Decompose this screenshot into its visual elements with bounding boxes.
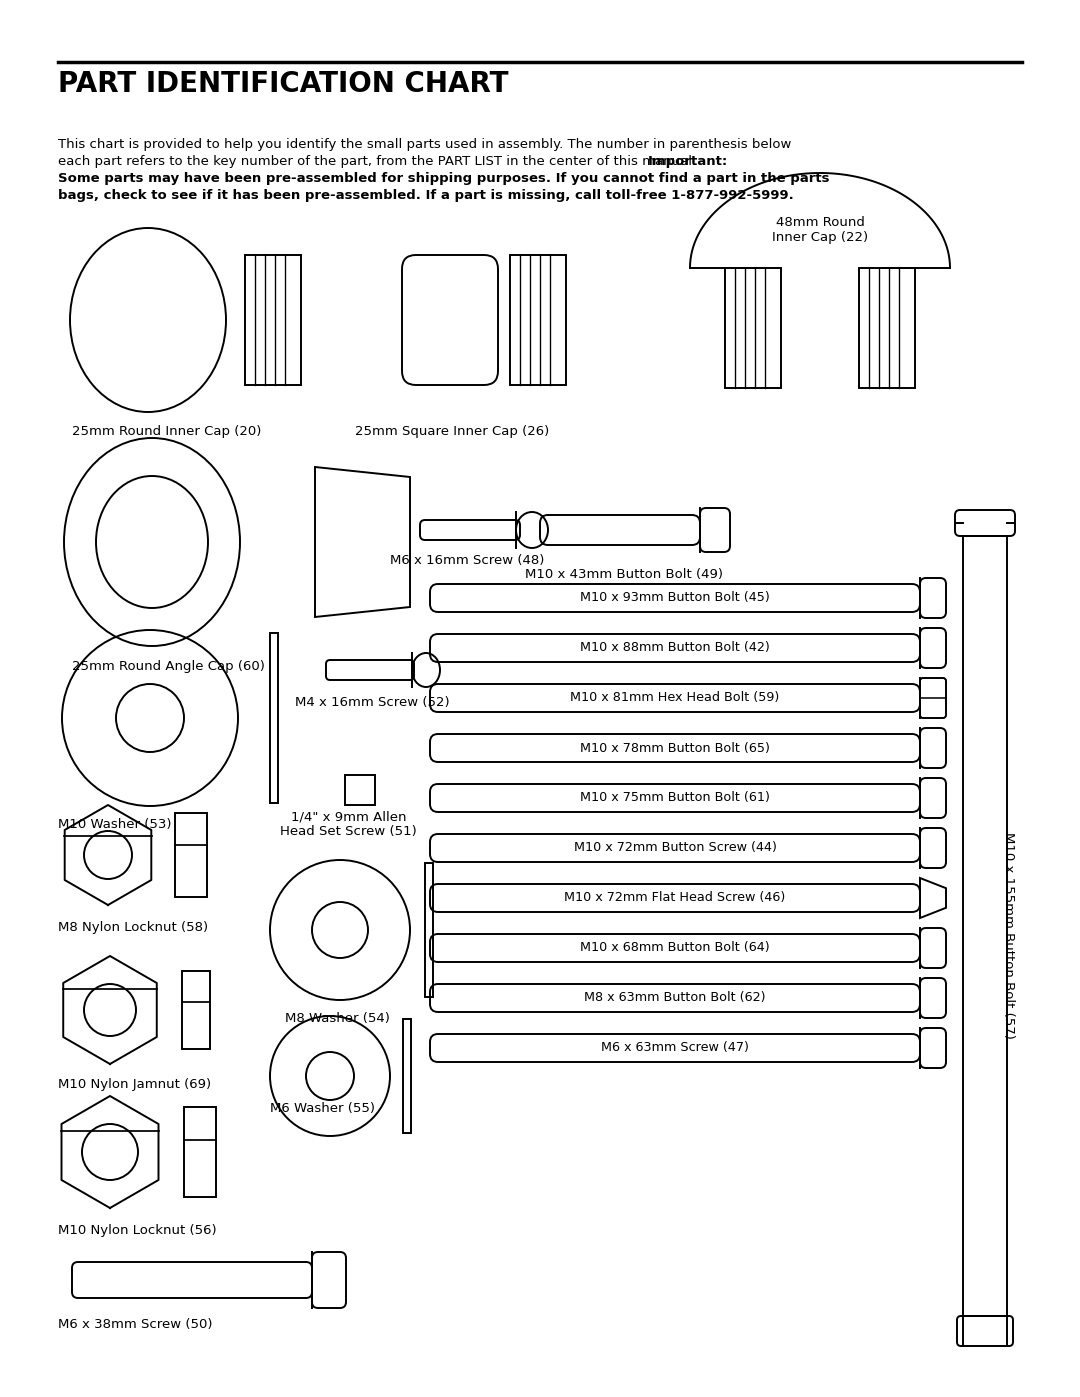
Bar <box>426 863 433 997</box>
Text: This chart is provided to help you identify the small parts used in assembly. Th: This chart is provided to help you ident… <box>58 138 792 151</box>
Text: bags, check to see if it has been pre-assembled. If a part is missing, call toll: bags, check to see if it has been pre-as… <box>58 189 794 203</box>
Bar <box>510 256 566 386</box>
Text: PART IDENTIFICATION CHART: PART IDENTIFICATION CHART <box>58 70 509 98</box>
Text: M6 x 63mm Screw (47): M6 x 63mm Screw (47) <box>602 1042 748 1055</box>
Text: M10 x 72mm Flat Head Screw (46): M10 x 72mm Flat Head Screw (46) <box>565 891 785 904</box>
Text: M10 x 43mm Button Bolt (49): M10 x 43mm Button Bolt (49) <box>525 569 723 581</box>
Text: 25mm Square Inner Cap (26): 25mm Square Inner Cap (26) <box>355 425 550 439</box>
Text: Some parts may have been pre-assembled for shipping purposes. If you cannot find: Some parts may have been pre-assembled f… <box>58 172 829 184</box>
Text: M6 x 38mm Screw (50): M6 x 38mm Screw (50) <box>58 1317 213 1331</box>
Bar <box>183 971 210 1049</box>
Bar <box>345 775 375 805</box>
Text: M10 Nylon Locknut (56): M10 Nylon Locknut (56) <box>58 1224 217 1236</box>
Text: M8 x 63mm Button Bolt (62): M8 x 63mm Button Bolt (62) <box>584 992 766 1004</box>
Text: M10 x 78mm Button Bolt (65): M10 x 78mm Button Bolt (65) <box>580 742 770 754</box>
Text: M10 x 155mm Button Bolt (57): M10 x 155mm Button Bolt (57) <box>1002 831 1015 1038</box>
Text: M10 x 81mm Hex Head Bolt (59): M10 x 81mm Hex Head Bolt (59) <box>570 692 780 704</box>
Text: M6 x 16mm Screw (48): M6 x 16mm Screw (48) <box>390 555 544 567</box>
Text: M6 Washer (55): M6 Washer (55) <box>270 1102 375 1115</box>
Text: M10 x 72mm Button Screw (44): M10 x 72mm Button Screw (44) <box>573 841 777 855</box>
Bar <box>403 1018 411 1133</box>
Text: M8 Nylon Locknut (58): M8 Nylon Locknut (58) <box>58 921 208 935</box>
Bar <box>184 1106 216 1197</box>
Text: M10 x 75mm Button Bolt (61): M10 x 75mm Button Bolt (61) <box>580 792 770 805</box>
Bar <box>175 813 207 897</box>
Bar <box>725 268 781 388</box>
Text: M10 x 93mm Button Bolt (45): M10 x 93mm Button Bolt (45) <box>580 591 770 605</box>
Bar <box>245 256 301 386</box>
Text: 25mm Round Angle Cap (60): 25mm Round Angle Cap (60) <box>72 659 265 673</box>
Bar <box>859 268 915 388</box>
Bar <box>270 633 278 803</box>
Text: M10 x 88mm Button Bolt (42): M10 x 88mm Button Bolt (42) <box>580 641 770 655</box>
Text: M10 Washer (53): M10 Washer (53) <box>58 819 172 831</box>
Text: M10 x 68mm Button Bolt (64): M10 x 68mm Button Bolt (64) <box>580 942 770 954</box>
Text: M10 Nylon Jamnut (69): M10 Nylon Jamnut (69) <box>58 1078 211 1091</box>
Bar <box>963 536 1007 1316</box>
Text: 48mm Round
Inner Cap (22): 48mm Round Inner Cap (22) <box>772 217 868 244</box>
Text: M4 x 16mm Screw (52): M4 x 16mm Screw (52) <box>295 696 449 710</box>
Text: Important:: Important: <box>648 155 728 168</box>
Text: M8 Washer (54): M8 Washer (54) <box>285 1011 390 1025</box>
Text: 1/4" x 9mm Allen
Head Set Screw (51): 1/4" x 9mm Allen Head Set Screw (51) <box>280 810 417 838</box>
Text: 25mm Round Inner Cap (20): 25mm Round Inner Cap (20) <box>72 425 261 439</box>
Text: each part refers to the key number of the part, from the PART LIST in the center: each part refers to the key number of th… <box>58 155 700 168</box>
